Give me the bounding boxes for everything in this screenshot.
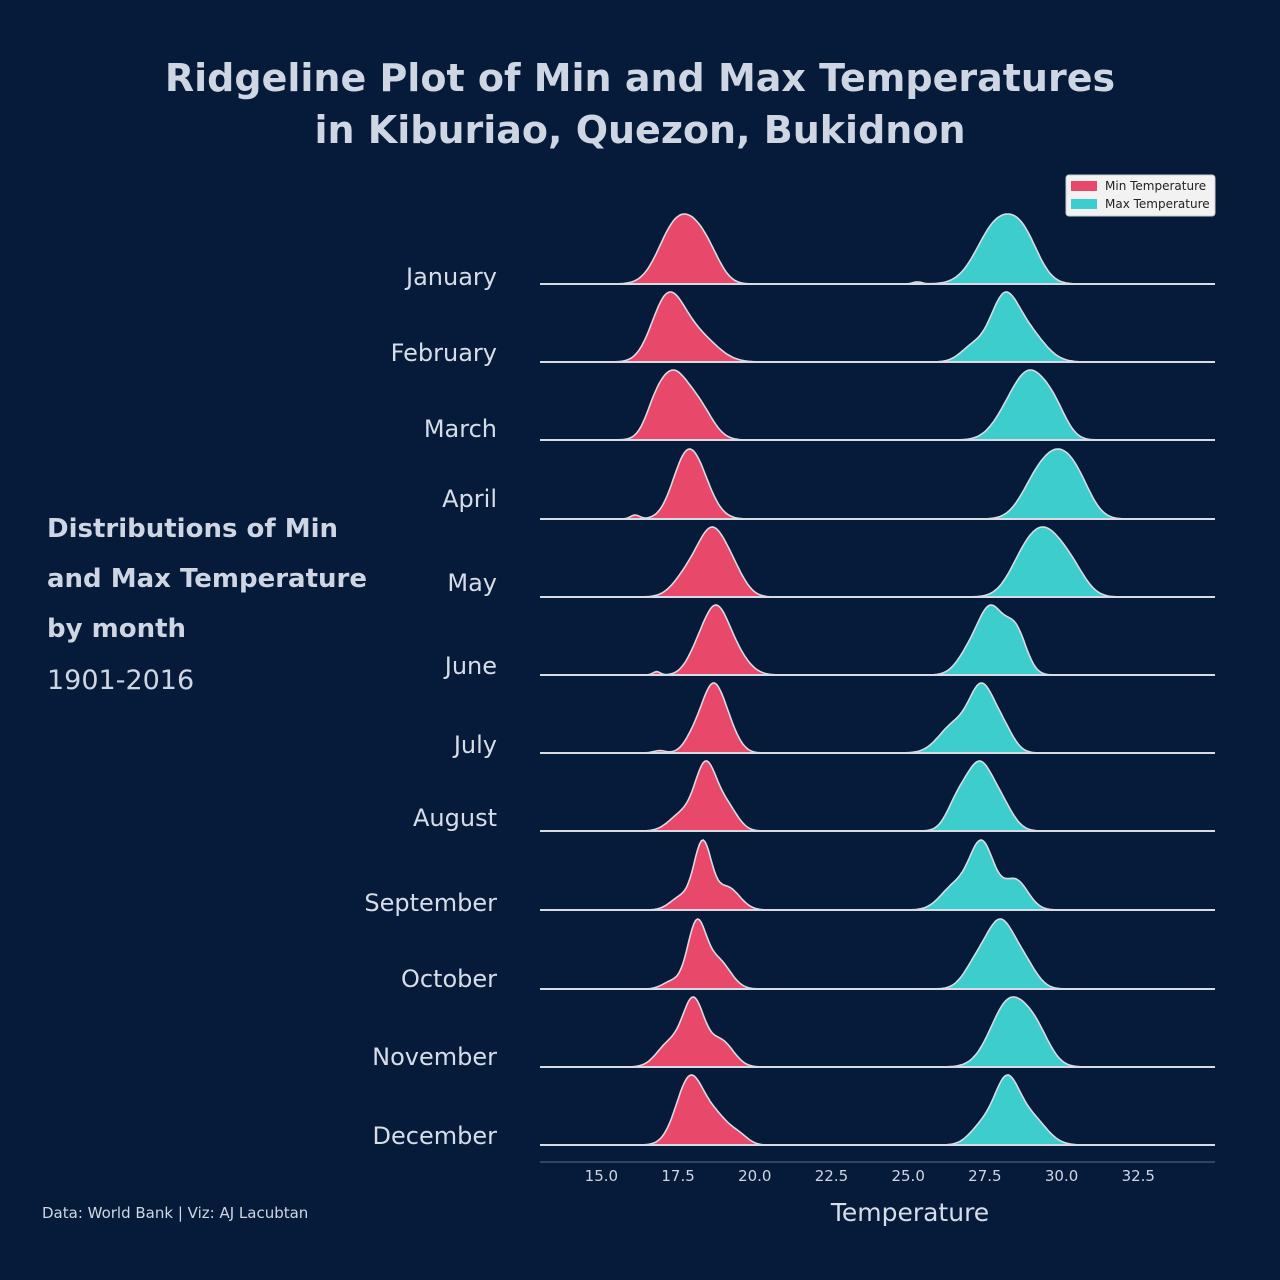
- ridge-september: [540, 839, 1215, 911]
- min-ridge-may: [540, 526, 1215, 598]
- max-ridge-september: [540, 839, 1215, 911]
- min-ridge-december: [540, 1074, 1215, 1146]
- max-ridge-may: [540, 526, 1215, 598]
- month-label-october: October: [401, 965, 497, 993]
- x-tick-label: 27.5: [968, 1167, 1001, 1185]
- min-ridge-august: [540, 760, 1215, 832]
- chart-title: Ridgeline Plot of Min and Max Temperatur…: [0, 52, 1280, 156]
- legend-entry: Max Temperature: [1105, 197, 1210, 211]
- chart-title-line-2: in Kiburiao, Quezon, Bukidnon: [314, 108, 966, 152]
- side-description: Distributions of Min and Max Temperature…: [47, 504, 377, 706]
- month-label-july: July: [452, 731, 497, 759]
- ridge-december: [540, 1074, 1215, 1146]
- source-credit: Data: World Bank | Viz: AJ Lacubtan: [42, 1204, 309, 1222]
- min-ridge-march: [540, 369, 1215, 441]
- min-ridge-september: [540, 839, 1215, 911]
- ridge-june: [540, 604, 1215, 676]
- max-ridge-june: [540, 604, 1215, 676]
- min-ridge-june: [540, 604, 1215, 676]
- month-label-december: December: [373, 1122, 498, 1150]
- min-ridge-july: [540, 682, 1215, 754]
- legend-swatch: [1071, 181, 1097, 191]
- ridge-october: [540, 918, 1215, 990]
- month-label-august: August: [413, 804, 497, 832]
- ridge-march: [540, 369, 1215, 441]
- month-label-june: June: [443, 652, 497, 680]
- x-tick-label: 25.0: [891, 1167, 924, 1185]
- x-tick-label: 30.0: [1045, 1167, 1078, 1185]
- ridge-november: [540, 996, 1215, 1068]
- year-range: 1901-2016: [47, 665, 195, 696]
- max-ridge-november: [540, 996, 1215, 1068]
- min-ridge-october: [540, 918, 1215, 990]
- legend: Min Temperature Max Temperature: [1065, 174, 1216, 217]
- subtitle-line-2: and Max Temperature: [47, 564, 367, 594]
- max-ridge-january: [540, 213, 1215, 285]
- x-tick-label: 22.5: [815, 1167, 848, 1185]
- month-label-february: February: [391, 339, 497, 367]
- x-tick-label: 17.5: [661, 1167, 694, 1185]
- ridge-may: [540, 526, 1215, 598]
- max-ridge-july: [540, 682, 1215, 754]
- x-axis-label: Temperature: [830, 1198, 989, 1227]
- x-tick-label: 32.5: [1122, 1167, 1155, 1185]
- max-ridge-october: [540, 918, 1215, 990]
- max-ridge-december: [540, 1074, 1215, 1146]
- month-label-september: September: [364, 889, 497, 917]
- max-ridge-april: [540, 448, 1215, 520]
- legend-box: [1065, 174, 1216, 217]
- month-label-january: January: [404, 263, 497, 291]
- month-label-november: November: [372, 1043, 497, 1071]
- month-label-may: May: [447, 569, 497, 597]
- ridge-august: [540, 760, 1215, 832]
- min-ridge-april: [540, 448, 1215, 520]
- legend-entry: Min Temperature: [1105, 179, 1206, 193]
- month-label-march: March: [424, 415, 497, 443]
- month-label-april: April: [442, 485, 497, 513]
- x-tick-label: 20.0: [738, 1167, 771, 1185]
- min-ridge-november: [540, 996, 1215, 1068]
- subtitle-line-3: by month: [47, 614, 187, 644]
- min-ridge-january: [540, 213, 1215, 285]
- max-ridge-august: [540, 760, 1215, 832]
- ridge-february: [540, 291, 1215, 363]
- legend-swatch: [1071, 199, 1097, 209]
- subtitle-line-1: Distributions of Min: [47, 514, 339, 544]
- min-ridge-february: [540, 291, 1215, 363]
- ridge-july: [540, 682, 1215, 754]
- x-tick-label: 15.0: [585, 1167, 618, 1185]
- ridge-january: [540, 213, 1215, 285]
- chart-title-line-1: Ridgeline Plot of Min and Max Temperatur…: [164, 56, 1116, 100]
- ridge-april: [540, 448, 1215, 520]
